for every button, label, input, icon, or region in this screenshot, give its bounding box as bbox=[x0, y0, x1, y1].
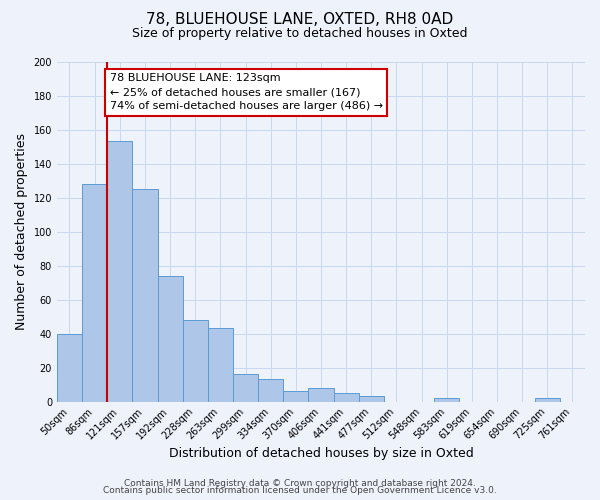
Bar bbox=[133, 189, 158, 402]
Bar bbox=[208, 328, 233, 402]
Bar bbox=[57, 334, 82, 402]
Bar bbox=[308, 388, 334, 402]
Y-axis label: Number of detached properties: Number of detached properties bbox=[15, 133, 28, 330]
X-axis label: Distribution of detached houses by size in Oxted: Distribution of detached houses by size … bbox=[169, 447, 473, 460]
Bar bbox=[82, 184, 107, 402]
Bar bbox=[283, 392, 308, 402]
Bar bbox=[158, 276, 182, 402]
Bar bbox=[107, 142, 133, 402]
Text: Contains public sector information licensed under the Open Government Licence v3: Contains public sector information licen… bbox=[103, 486, 497, 495]
Bar bbox=[233, 374, 258, 402]
Bar bbox=[334, 393, 359, 402]
Bar bbox=[535, 398, 560, 402]
Bar bbox=[182, 320, 208, 402]
Text: 78 BLUEHOUSE LANE: 123sqm
← 25% of detached houses are smaller (167)
74% of semi: 78 BLUEHOUSE LANE: 123sqm ← 25% of detac… bbox=[110, 74, 383, 112]
Text: 78, BLUEHOUSE LANE, OXTED, RH8 0AD: 78, BLUEHOUSE LANE, OXTED, RH8 0AD bbox=[146, 12, 454, 28]
Bar bbox=[359, 396, 384, 402]
Bar bbox=[434, 398, 459, 402]
Text: Contains HM Land Registry data © Crown copyright and database right 2024.: Contains HM Land Registry data © Crown c… bbox=[124, 478, 476, 488]
Bar bbox=[258, 380, 283, 402]
Text: Size of property relative to detached houses in Oxted: Size of property relative to detached ho… bbox=[132, 28, 468, 40]
